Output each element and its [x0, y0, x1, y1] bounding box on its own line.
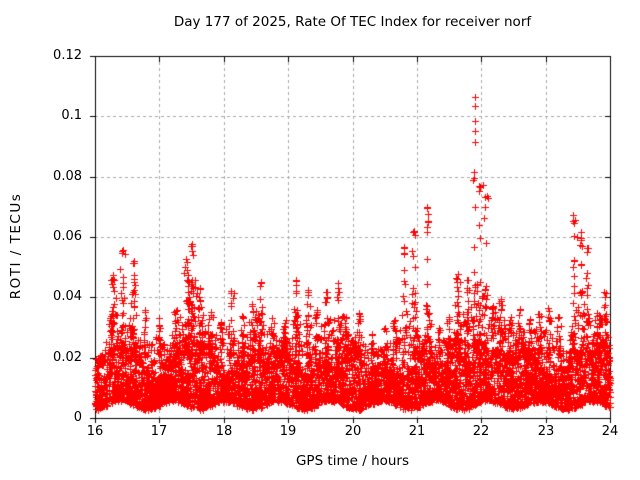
x-tick-label: 24: [601, 424, 619, 439]
x-tick-label: 16: [86, 424, 104, 439]
y-tick-label: 0.06: [53, 229, 82, 244]
x-tick-label: 21: [408, 424, 426, 439]
y-tick-label: 0.04: [53, 289, 82, 304]
x-tick-label: 17: [150, 424, 168, 439]
x-tick-label: 20: [344, 424, 362, 439]
y-tick-label: 0.08: [53, 169, 82, 184]
y-tick-label: 0.02: [53, 350, 82, 365]
x-tick-label: 23: [537, 424, 555, 439]
y-tick-label: 0.12: [53, 48, 82, 63]
x-tick-label: 22: [472, 424, 490, 439]
x-tick-label: 19: [279, 424, 297, 439]
x-tick-label: 18: [215, 424, 233, 439]
x-axis-label: GPS time / hours: [295, 453, 410, 469]
y-tick-label: 0.1: [61, 108, 82, 123]
y-tick-label: 0: [73, 410, 82, 425]
